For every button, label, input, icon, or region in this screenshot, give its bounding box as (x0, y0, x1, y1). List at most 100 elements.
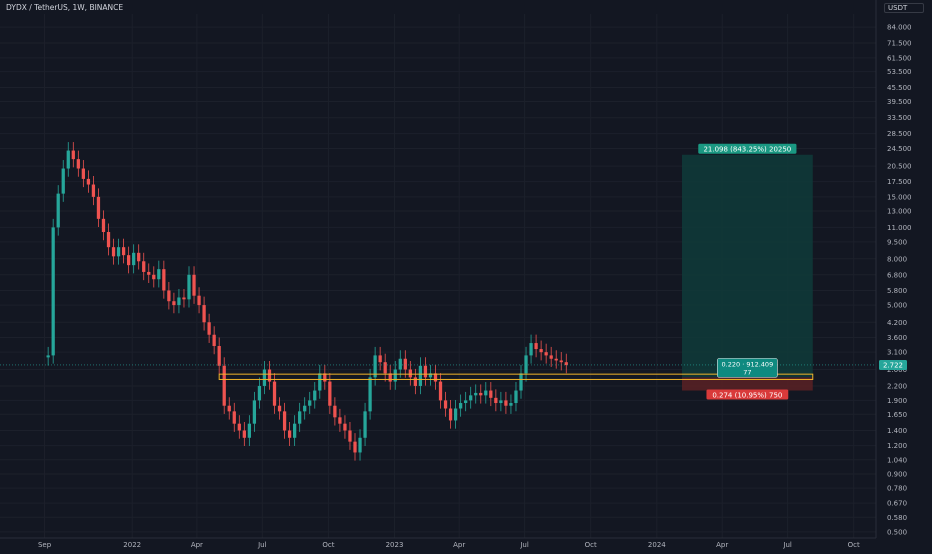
candle[interactable] (293, 415, 297, 446)
candle[interactable] (227, 397, 231, 420)
candle[interactable] (388, 364, 392, 390)
candle[interactable] (433, 364, 438, 390)
candle[interactable] (182, 289, 186, 308)
candle[interactable] (474, 384, 478, 404)
candle[interactable] (363, 402, 367, 446)
candle[interactable] (121, 238, 126, 264)
candle[interactable] (137, 244, 141, 270)
candle[interactable] (116, 238, 121, 265)
candle[interactable] (378, 346, 382, 371)
time-axis[interactable]: Sep 2022 Apr Jul Oct 2023 Apr Jul Oct 2024 Apr Jul O… (38, 541, 860, 549)
candle[interactable] (494, 389, 498, 412)
candle[interactable] (318, 364, 322, 399)
candle[interactable] (423, 357, 428, 386)
candle[interactable] (519, 364, 523, 399)
candle[interactable] (509, 394, 513, 414)
candle[interactable] (453, 400, 458, 429)
candle[interactable] (308, 391, 312, 414)
candle[interactable] (413, 368, 417, 395)
candle[interactable] (111, 238, 116, 265)
candle[interactable] (499, 391, 503, 412)
candle[interactable] (167, 281, 171, 310)
candle[interactable] (549, 346, 553, 367)
candle[interactable] (157, 260, 161, 288)
candle[interactable] (403, 350, 407, 378)
candle[interactable] (554, 350, 558, 369)
candle[interactable] (479, 384, 483, 404)
candle[interactable] (71, 142, 75, 168)
candle[interactable] (247, 415, 251, 446)
candle[interactable] (257, 377, 262, 409)
candle[interactable] (252, 391, 257, 432)
candle[interactable] (202, 296, 206, 331)
candle[interactable] (242, 421, 246, 446)
candle[interactable] (544, 343, 548, 364)
candle[interactable] (86, 170, 91, 193)
candles[interactable] (46, 142, 568, 461)
candle[interactable] (177, 289, 181, 314)
candle[interactable] (539, 340, 543, 361)
candle[interactable] (298, 402, 302, 432)
candle[interactable] (207, 313, 211, 343)
candle[interactable] (96, 188, 101, 228)
candle[interactable] (61, 160, 65, 202)
candle[interactable] (333, 397, 337, 426)
candle[interactable] (277, 397, 282, 420)
candle[interactable] (504, 391, 508, 414)
candle[interactable] (564, 353, 568, 374)
candle[interactable] (529, 334, 533, 364)
candle[interactable] (147, 263, 151, 284)
candle[interactable] (237, 415, 241, 439)
candle[interactable] (287, 421, 292, 446)
candle[interactable] (559, 351, 563, 371)
candle[interactable] (66, 142, 70, 177)
candle[interactable] (489, 382, 493, 407)
candle[interactable] (132, 244, 136, 274)
candle[interactable] (91, 176, 96, 206)
candle[interactable] (232, 402, 236, 432)
candle[interactable] (338, 408, 342, 432)
candle[interactable] (262, 361, 267, 395)
candle[interactable] (187, 266, 191, 308)
candle[interactable] (282, 402, 287, 439)
candle[interactable] (393, 361, 397, 390)
candle[interactable] (51, 218, 55, 364)
candle[interactable] (534, 334, 538, 358)
candle[interactable] (514, 382, 518, 412)
candle[interactable] (448, 400, 453, 429)
candle[interactable] (106, 223, 111, 256)
candle[interactable] (56, 185, 60, 236)
candle[interactable] (524, 346, 528, 382)
candle[interactable] (152, 266, 156, 288)
candle[interactable] (222, 357, 226, 414)
candle[interactable] (464, 391, 468, 412)
candle[interactable] (217, 337, 221, 374)
candle[interactable] (192, 266, 196, 304)
candle[interactable] (484, 382, 488, 404)
candle[interactable] (383, 353, 387, 382)
candle[interactable] (76, 150, 80, 177)
candle[interactable] (313, 382, 317, 409)
candle[interactable] (162, 260, 166, 299)
candle[interactable] (101, 210, 106, 241)
candle[interactable] (126, 246, 131, 274)
candle[interactable] (408, 361, 412, 386)
candle[interactable] (368, 368, 372, 420)
candle[interactable] (303, 397, 307, 420)
candle[interactable] (398, 350, 402, 378)
candle[interactable] (459, 394, 463, 417)
candle[interactable] (81, 160, 85, 188)
support-zone[interactable] (218, 373, 814, 380)
candle[interactable] (343, 415, 347, 439)
candle[interactable] (142, 252, 146, 281)
candle[interactable] (46, 346, 50, 366)
candle[interactable] (348, 421, 352, 450)
candle[interactable] (323, 364, 327, 390)
candle[interactable] (353, 433, 357, 461)
candle[interactable] (428, 364, 433, 386)
price-axis[interactable]: 84.000 71.500 61.500 53.500 45.500 39.500 33.5… (887, 24, 912, 537)
candle[interactable] (172, 292, 176, 314)
candle[interactable] (418, 357, 423, 395)
